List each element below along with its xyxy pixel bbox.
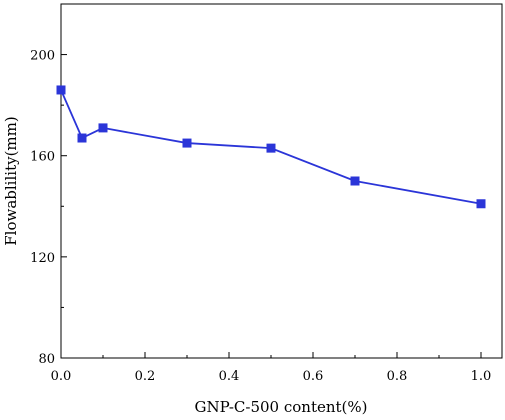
x-tick-label: 1.0 bbox=[471, 369, 492, 384]
y-tick-label: 200 bbox=[30, 49, 55, 64]
x-tick-label: 0.8 bbox=[387, 369, 408, 384]
data-series bbox=[56, 85, 486, 209]
data-point bbox=[98, 123, 108, 133]
x-tick-label: 0.6 bbox=[303, 369, 324, 384]
data-point bbox=[266, 143, 276, 153]
y-tick-label: 120 bbox=[30, 251, 55, 266]
x-tick-label: 0.0 bbox=[51, 369, 72, 384]
y-tick-label: 80 bbox=[38, 352, 55, 367]
axis-ticks: 0.0 0.2 0.4 0.6 0.8 1.0 80 120 160 200 bbox=[30, 49, 491, 384]
data-point bbox=[182, 138, 192, 148]
data-point bbox=[56, 85, 66, 95]
x-axis-title: GNP-C-500 content(%) bbox=[194, 398, 367, 416]
y-axis-title: Flowablility(mm) bbox=[2, 116, 20, 245]
data-point bbox=[476, 199, 486, 209]
data-point bbox=[77, 133, 87, 143]
data-point bbox=[350, 176, 360, 186]
x-tick-label: 0.2 bbox=[135, 369, 156, 384]
y-tick-label: 160 bbox=[30, 150, 55, 165]
x-tick-label: 0.4 bbox=[219, 369, 240, 384]
plot-frame bbox=[60, 3, 503, 359]
